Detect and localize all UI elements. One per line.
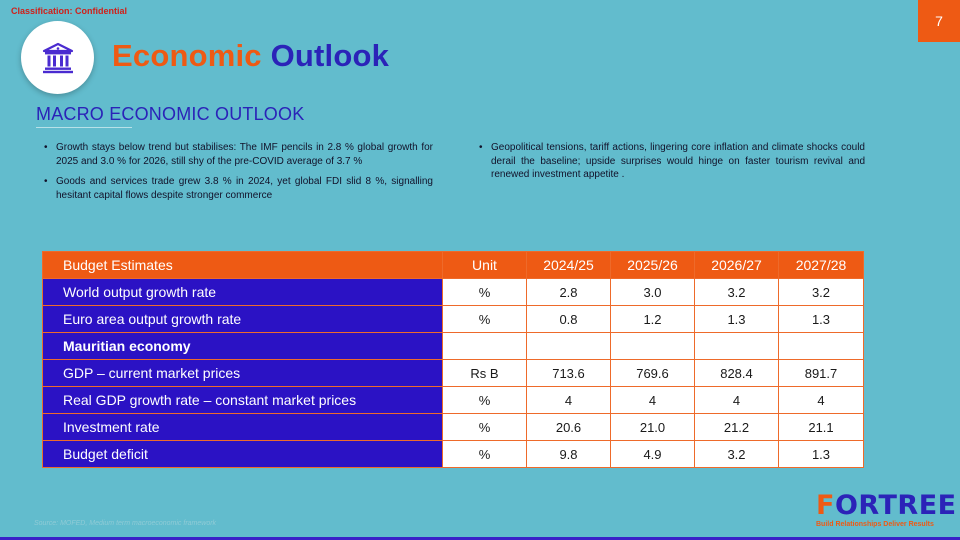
- table-row: GDP – current market prices Rs B 713.6 7…: [42, 359, 864, 387]
- table-header-cell: 2026/27: [694, 251, 779, 279]
- table-cell: 4: [526, 386, 611, 414]
- table-subheader-row: Mauritian economy: [42, 332, 864, 360]
- table-cell: 891.7: [778, 359, 864, 387]
- bullet-item: Growth stays below trend but stabilises:…: [41, 141, 433, 168]
- table-cell: 1.3: [778, 305, 864, 333]
- table-cell: 769.6: [610, 359, 695, 387]
- table-cell: 3.2: [694, 278, 779, 306]
- brand-tagline: Build Relationships Deliver Results: [816, 521, 934, 528]
- table-header-cell: 2024/25: [526, 251, 611, 279]
- table-header-cell: 2027/28: [778, 251, 864, 279]
- table-cell: 20.6: [526, 413, 611, 441]
- table-cell-label: Mauritian economy: [42, 332, 443, 360]
- source-note: Source: MOFED, Medium term macroeconomic…: [34, 520, 217, 527]
- table-cell: [778, 332, 864, 360]
- table-cell: %: [442, 413, 527, 441]
- table-cell: [442, 332, 527, 360]
- table-cell: 2.8: [526, 278, 611, 306]
- table-header-cell: Budget Estimates: [42, 251, 443, 279]
- bottom-accent-bar: [0, 537, 960, 540]
- table-row: Euro area output growth rate % 0.8 1.2 1…: [42, 305, 864, 333]
- table-cell: [694, 332, 779, 360]
- table-cell: 0.8: [526, 305, 611, 333]
- table-cell: 3.2: [778, 278, 864, 306]
- table-cell: 4: [610, 386, 695, 414]
- table-cell: 713.6: [526, 359, 611, 387]
- bullet-list-right: Geopolitical tensions, tariff actions, l…: [476, 141, 865, 189]
- table-cell-label: World output growth rate: [42, 278, 443, 306]
- bullet-item: Goods and services trade grew 3.8 % in 2…: [41, 175, 433, 202]
- bank-building-icon: [42, 42, 73, 73]
- table-cell: 4: [694, 386, 779, 414]
- table-cell: 4: [778, 386, 864, 414]
- table-header-row: Budget Estimates Unit 2024/25 2025/26 20…: [42, 251, 864, 279]
- table-cell-label: Real GDP growth rate – constant market p…: [42, 386, 443, 414]
- title-word-economic: Economic: [112, 38, 262, 73]
- budget-estimates-table: Budget Estimates Unit 2024/25 2025/26 20…: [42, 251, 864, 468]
- table-cell-label: Budget deficit: [42, 440, 443, 468]
- page-title: Economic Outlook: [112, 36, 389, 76]
- table-cell: 4.9: [610, 440, 695, 468]
- table-cell: 9.8: [526, 440, 611, 468]
- table-row: Investment rate % 20.6 21.0 21.2 21.1: [42, 413, 864, 441]
- table-cell-label: Investment rate: [42, 413, 443, 441]
- table-row: Budget deficit % 9.8 4.9 3.2 1.3: [42, 440, 864, 468]
- table-cell: [610, 332, 695, 360]
- title-word-outlook: Outlook: [270, 38, 390, 73]
- table-cell: Rs B: [442, 359, 527, 387]
- brand-name-rest: ORTREE: [834, 490, 957, 521]
- table-cell: 21.1: [778, 413, 864, 441]
- table-cell: 1.3: [694, 305, 779, 333]
- table-cell: 3.0: [610, 278, 695, 306]
- table-header-cell: 2025/26: [610, 251, 695, 279]
- table-cell: [526, 332, 611, 360]
- table-cell: %: [442, 386, 527, 414]
- table-cell: 21.2: [694, 413, 779, 441]
- table-cell-label: GDP – current market prices: [42, 359, 443, 387]
- brand-wordmark: FORTREE: [816, 492, 956, 520]
- section-divider: [36, 127, 132, 128]
- table-cell: 21.0: [610, 413, 695, 441]
- table-cell: 1.2: [610, 305, 695, 333]
- table-cell: %: [442, 440, 527, 468]
- classification-label: Classification: Confidential: [11, 6, 128, 16]
- table-cell: %: [442, 278, 527, 306]
- brand-letter-f: F: [816, 490, 835, 521]
- brand-logo: FORTREE Build Relationships Deliver Resu…: [816, 492, 956, 529]
- table-row: Real GDP growth rate – constant market p…: [42, 386, 864, 414]
- bullet-item: Geopolitical tensions, tariff actions, l…: [476, 141, 865, 182]
- bullet-list-left: Growth stays below trend but stabilises:…: [41, 141, 433, 209]
- table-cell: 828.4: [694, 359, 779, 387]
- logo-badge: [21, 21, 94, 94]
- table-cell: 1.3: [778, 440, 864, 468]
- table-cell: 3.2: [694, 440, 779, 468]
- table-cell: %: [442, 305, 527, 333]
- page-number: 7: [918, 0, 960, 42]
- table-row: World output growth rate % 2.8 3.0 3.2 3…: [42, 278, 864, 306]
- table-cell-label: Euro area output growth rate: [42, 305, 443, 333]
- table-header-cell: Unit: [442, 251, 527, 279]
- section-heading: MACRO ECONOMIC OUTLOOK: [36, 104, 305, 124]
